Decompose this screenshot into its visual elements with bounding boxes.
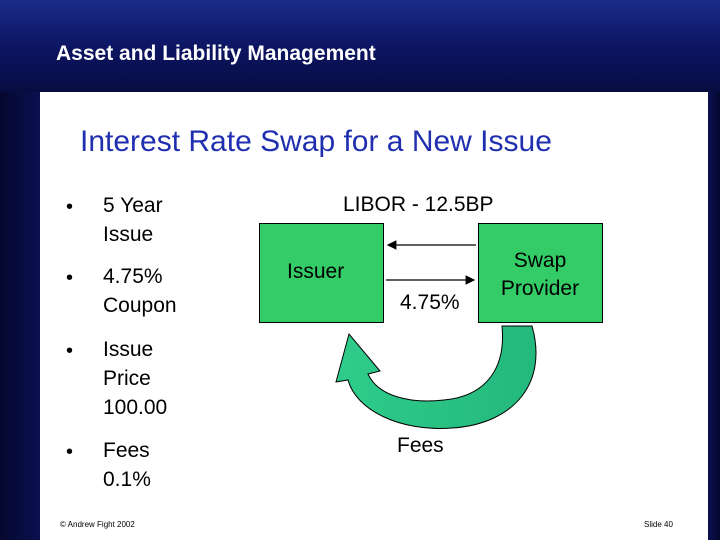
bullet-text-term: 5 Year Issue xyxy=(103,194,163,246)
issuer-box xyxy=(259,223,384,323)
footer-slide-number: Slide 40 xyxy=(644,520,673,529)
header-bar: Asset and Liability Management xyxy=(0,0,720,92)
bullet-text-coupon: 4.75% Coupon xyxy=(103,265,177,317)
fixed-rate-label: 4.75% xyxy=(400,291,460,314)
fees-label: Fees xyxy=(397,434,444,457)
right-side-bar xyxy=(708,92,720,540)
left-divider xyxy=(40,92,45,540)
bullet-marker: • xyxy=(66,267,74,289)
slide-title: Interest Rate Swap for a New Issue xyxy=(80,125,552,158)
swap-provider-label: Swap Provider xyxy=(500,249,580,300)
bullet-marker: • xyxy=(66,196,74,218)
swap-provider-box xyxy=(478,223,603,323)
issuer-label: Issuer xyxy=(287,260,345,283)
header-title: Asset and Liability Management xyxy=(56,42,376,65)
fees-curved-arrow xyxy=(335,325,537,429)
bullet-text-price: Issue Price 100.00 xyxy=(103,338,168,419)
bullet-text-fees: Fees 0.1% xyxy=(103,439,151,491)
bullet-marker: • xyxy=(66,340,74,362)
libor-label: LIBOR - 12.5BP xyxy=(343,193,494,216)
bullet-marker: • xyxy=(66,441,74,463)
footer-copyright: © Andrew Fight 2002 xyxy=(60,520,135,529)
left-side-bar xyxy=(0,92,40,540)
